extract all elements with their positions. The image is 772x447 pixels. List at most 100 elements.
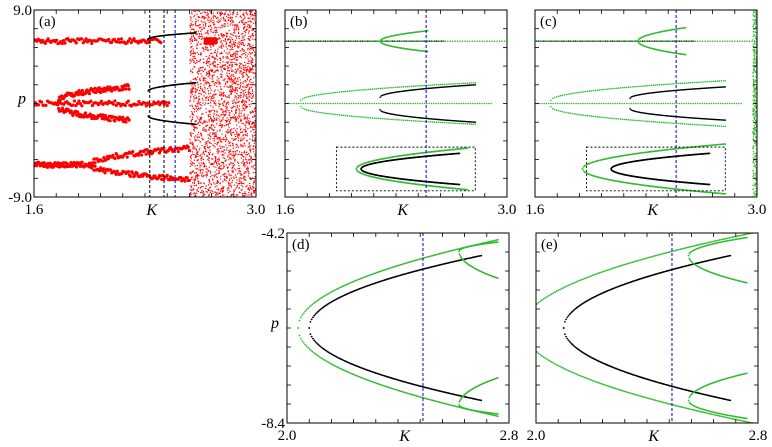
point bbox=[227, 78, 229, 80]
point bbox=[189, 51, 191, 53]
point bbox=[241, 21, 243, 23]
point bbox=[193, 55, 195, 58]
point bbox=[236, 70, 238, 72]
point bbox=[199, 164, 201, 166]
point bbox=[216, 182, 218, 184]
point bbox=[200, 20, 202, 22]
point bbox=[358, 40, 360, 42]
point bbox=[234, 174, 237, 176]
point bbox=[297, 102, 300, 105]
point bbox=[239, 120, 242, 122]
point bbox=[408, 119, 411, 122]
point bbox=[249, 111, 251, 113]
panel-a: (a)1.6 3.0K9.0-9.0p bbox=[8, 3, 265, 219]
point bbox=[427, 84, 430, 87]
point bbox=[219, 103, 222, 105]
point bbox=[242, 146, 244, 148]
point bbox=[216, 158, 219, 161]
point bbox=[248, 142, 250, 144]
point bbox=[217, 34, 220, 36]
point bbox=[245, 159, 248, 161]
point bbox=[211, 75, 213, 77]
point bbox=[231, 177, 233, 179]
point bbox=[241, 109, 243, 112]
point bbox=[334, 102, 337, 105]
point bbox=[204, 163, 206, 165]
point bbox=[227, 39, 229, 41]
point bbox=[215, 102, 217, 105]
point bbox=[199, 89, 201, 92]
point bbox=[460, 102, 463, 105]
point bbox=[373, 102, 376, 105]
point bbox=[419, 40, 422, 42]
point bbox=[228, 29, 230, 32]
point bbox=[212, 119, 214, 121]
point bbox=[222, 118, 224, 120]
point bbox=[193, 98, 195, 100]
point bbox=[231, 194, 233, 197]
point bbox=[199, 103, 201, 106]
point bbox=[228, 19, 230, 21]
point bbox=[243, 27, 245, 29]
point bbox=[226, 132, 228, 134]
point bbox=[234, 30, 236, 32]
point bbox=[239, 50, 241, 52]
point bbox=[449, 83, 451, 85]
point bbox=[209, 102, 212, 104]
point bbox=[197, 105, 199, 107]
point bbox=[231, 65, 233, 67]
point bbox=[215, 119, 217, 121]
point bbox=[240, 115, 242, 117]
point bbox=[488, 102, 490, 105]
point bbox=[194, 123, 197, 126]
point bbox=[218, 167, 220, 170]
point bbox=[227, 38, 229, 40]
point bbox=[455, 122, 457, 125]
point bbox=[248, 192, 250, 194]
point bbox=[239, 71, 241, 73]
point bbox=[230, 91, 232, 93]
point bbox=[226, 176, 228, 178]
point bbox=[235, 83, 237, 85]
point bbox=[219, 57, 221, 59]
point bbox=[199, 118, 202, 120]
point bbox=[254, 115, 256, 118]
point bbox=[210, 89, 213, 91]
point bbox=[195, 153, 198, 155]
point bbox=[221, 65, 223, 67]
point bbox=[237, 162, 239, 165]
point bbox=[196, 139, 198, 141]
point bbox=[368, 102, 371, 105]
point bbox=[238, 21, 240, 24]
point bbox=[189, 60, 191, 62]
point bbox=[340, 91, 343, 93]
point bbox=[226, 109, 228, 111]
point bbox=[80, 88, 84, 93]
point bbox=[251, 10, 253, 12]
point bbox=[194, 105, 196, 107]
point bbox=[239, 170, 241, 172]
point bbox=[210, 118, 212, 120]
point bbox=[233, 58, 235, 60]
point bbox=[443, 83, 446, 86]
point bbox=[460, 82, 463, 85]
point bbox=[232, 73, 234, 75]
point bbox=[193, 57, 195, 60]
point bbox=[247, 76, 249, 78]
point bbox=[208, 179, 210, 181]
point bbox=[240, 119, 242, 121]
point bbox=[222, 150, 224, 152]
point bbox=[220, 69, 222, 71]
point bbox=[234, 43, 236, 45]
point bbox=[62, 38, 66, 43]
point bbox=[244, 171, 246, 173]
point bbox=[303, 96, 306, 99]
point bbox=[201, 88, 203, 90]
point bbox=[223, 114, 225, 116]
point bbox=[198, 139, 200, 141]
point bbox=[232, 20, 234, 23]
point bbox=[191, 21, 193, 23]
point bbox=[190, 42, 192, 44]
point bbox=[228, 96, 230, 99]
point bbox=[206, 14, 208, 16]
